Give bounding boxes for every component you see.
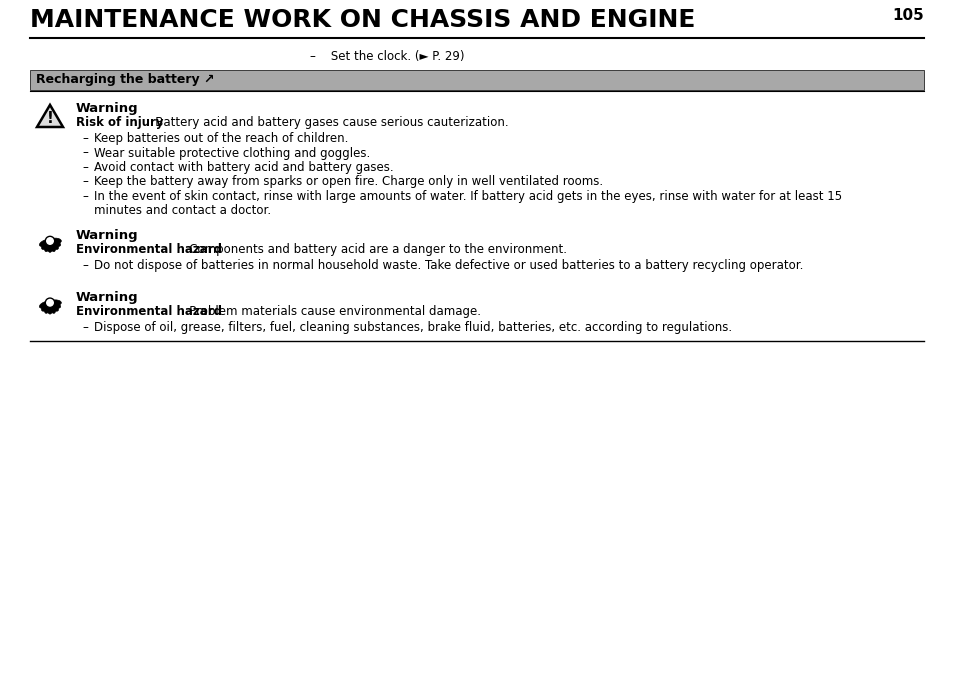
Text: Problem materials cause environmental damage.: Problem materials cause environmental da… [178, 304, 480, 318]
Text: 105: 105 [891, 8, 923, 23]
Ellipse shape [49, 240, 55, 252]
Text: Avoid contact with battery acid and battery gases.: Avoid contact with battery acid and batt… [94, 161, 394, 174]
FancyBboxPatch shape [30, 70, 923, 90]
Ellipse shape [47, 302, 52, 314]
Ellipse shape [50, 300, 61, 306]
Text: Battery acid and battery gases cause serious cauterization.: Battery acid and battery gases cause ser… [144, 116, 508, 129]
Text: Warning: Warning [76, 102, 138, 115]
Polygon shape [37, 105, 63, 127]
Text: Risk of injury: Risk of injury [76, 116, 163, 129]
Text: –: – [82, 132, 88, 145]
Text: Dispose of oil, grease, filters, fuel, cleaning substances, brake fluid, batteri: Dispose of oil, grease, filters, fuel, c… [94, 321, 731, 333]
Text: –: – [82, 259, 88, 272]
Text: Warning: Warning [76, 291, 138, 304]
Text: Keep batteries out of the reach of children.: Keep batteries out of the reach of child… [94, 132, 348, 145]
Text: –: – [82, 161, 88, 174]
Circle shape [46, 236, 54, 246]
Ellipse shape [47, 240, 52, 252]
Ellipse shape [39, 301, 51, 308]
Text: –    Set the clock. (► P. 29): – Set the clock. (► P. 29) [310, 50, 464, 63]
Text: Keep the battery away from sparks or open fire. Charge only in well ventilated r: Keep the battery away from sparks or ope… [94, 176, 602, 188]
Circle shape [46, 298, 54, 307]
Ellipse shape [42, 240, 51, 250]
Text: –: – [82, 176, 88, 188]
Text: Environmental hazard: Environmental hazard [76, 304, 222, 318]
Ellipse shape [49, 302, 55, 313]
Text: minutes and contact a doctor.: minutes and contact a doctor. [94, 205, 271, 217]
Ellipse shape [42, 302, 51, 311]
Ellipse shape [45, 240, 51, 252]
Text: !: ! [47, 111, 53, 126]
Text: Components and battery acid are a danger to the environment.: Components and battery acid are a danger… [178, 243, 566, 256]
Text: Recharging the battery ↗: Recharging the battery ↗ [36, 74, 214, 86]
Ellipse shape [45, 302, 51, 313]
Ellipse shape [39, 240, 51, 246]
Text: –: – [82, 190, 88, 203]
Text: MAINTENANCE WORK ON CHASSIS AND ENGINE: MAINTENANCE WORK ON CHASSIS AND ENGINE [30, 8, 695, 32]
Text: –: – [82, 146, 88, 159]
Ellipse shape [50, 240, 58, 250]
Ellipse shape [50, 240, 60, 246]
Text: In the event of skin contact, rinse with large amounts of water. If battery acid: In the event of skin contact, rinse with… [94, 190, 841, 203]
Text: Environmental hazard: Environmental hazard [76, 243, 222, 256]
Text: Do not dispose of batteries in normal household waste. Take defective or used ba: Do not dispose of batteries in normal ho… [94, 259, 802, 272]
Ellipse shape [50, 238, 61, 244]
Text: Warning: Warning [76, 229, 138, 242]
Ellipse shape [50, 302, 58, 311]
Text: Wear suitable protective clothing and goggles.: Wear suitable protective clothing and go… [94, 146, 370, 159]
Ellipse shape [50, 301, 60, 308]
Text: –: – [82, 321, 88, 333]
